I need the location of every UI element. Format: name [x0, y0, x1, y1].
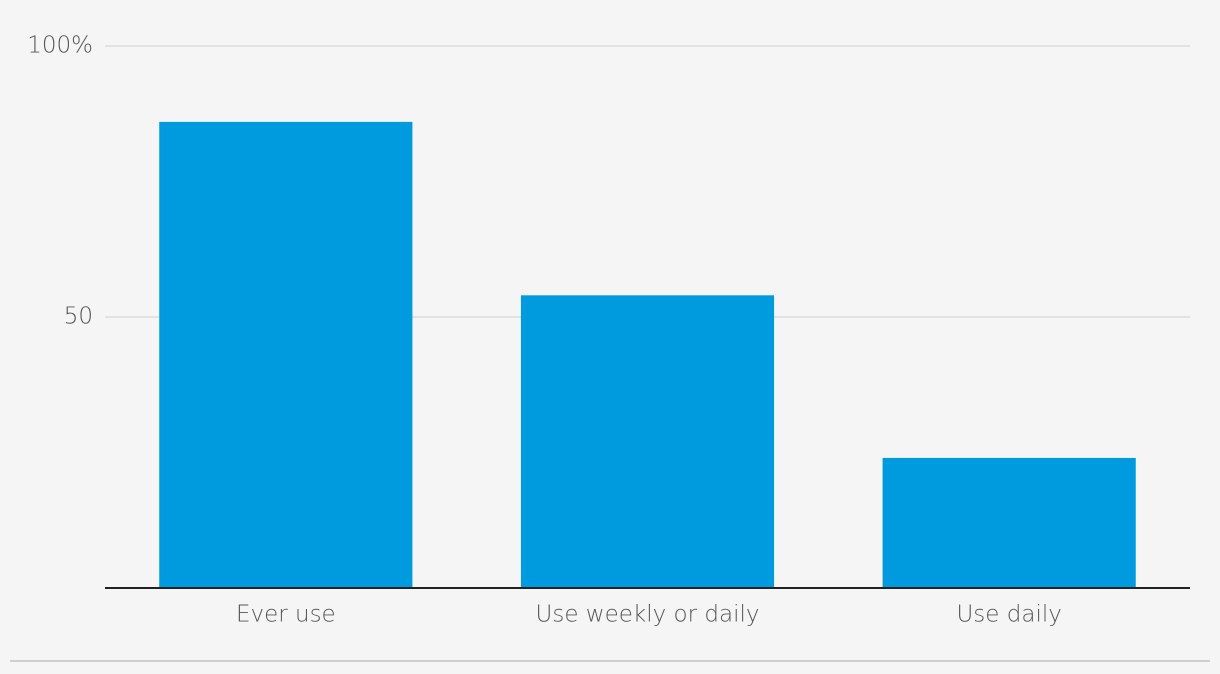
bar [159, 121, 413, 588]
x-tick-label: Ever use [236, 602, 336, 628]
y-tick-label: 50 [64, 304, 93, 330]
y-tick-label: 100% [27, 33, 93, 59]
bar [882, 457, 1136, 588]
x-tick-label: Use daily [956, 602, 1061, 628]
x-tick-label: Use weekly or daily [536, 602, 760, 628]
bar [520, 295, 775, 588]
